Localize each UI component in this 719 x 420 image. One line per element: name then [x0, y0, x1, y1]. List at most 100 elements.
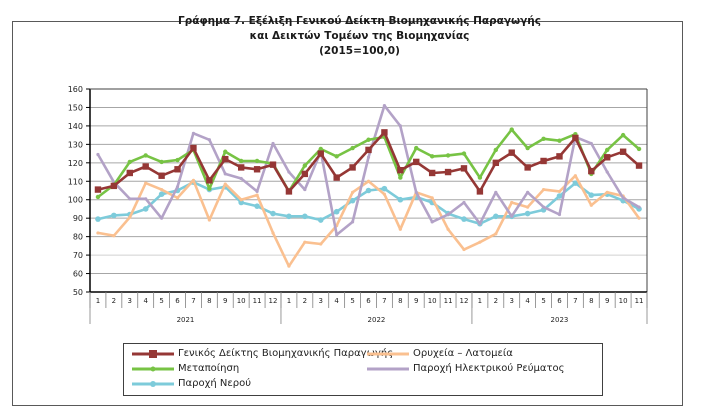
data-point: [572, 180, 579, 186]
data-point: [637, 216, 641, 220]
data-point: [333, 174, 340, 181]
x-tick-label: 6: [175, 297, 180, 305]
y-tick-label: 130: [68, 140, 83, 149]
x-tick-label: 3: [509, 297, 513, 305]
data-point: [271, 231, 275, 235]
data-point: [541, 187, 546, 192]
data-point: [477, 175, 483, 180]
data-point: [190, 144, 197, 152]
data-point: [381, 185, 388, 192]
data-point: [96, 152, 100, 157]
chart-title-line-1: Γράφημα 7. Εξέλιξη Γενικού Δείκτη Βιομηχ…: [178, 15, 541, 27]
x-tick-label: 9: [414, 297, 418, 305]
data-point: [271, 141, 275, 146]
data-point: [303, 240, 307, 244]
data-point: [350, 220, 355, 224]
data-point: [446, 227, 450, 231]
data-point: [381, 129, 388, 136]
data-point: [254, 158, 260, 164]
x-tick-label: 6: [557, 297, 562, 305]
data-point: [238, 199, 244, 206]
data-point: [366, 179, 371, 183]
data-point: [158, 172, 165, 179]
data-point: [461, 216, 467, 222]
data-point: [127, 159, 132, 165]
data-point: [350, 145, 355, 151]
y-tick-label: 160: [68, 85, 83, 94]
legend-label-electricity: Παροχή Ηλεκτρικού Ρεύματος: [413, 363, 565, 374]
data-point: [589, 203, 593, 207]
chart-frame: [12, 21, 683, 406]
data-point: [269, 161, 277, 168]
x-tick-label: 3: [128, 297, 132, 305]
data-point: [223, 172, 227, 176]
x-tick-label: 5: [159, 297, 163, 305]
x-tick-label: 2: [112, 297, 116, 305]
data-point: [317, 217, 324, 223]
data-point: [605, 190, 609, 194]
y-tick-label: 50: [73, 288, 83, 297]
data-point: [540, 157, 547, 165]
x-tick-label: 10: [237, 297, 246, 305]
data-point: [175, 157, 180, 163]
data-point: [95, 194, 101, 200]
legend-label-mining: Ορυχεία – Λατομεία: [413, 348, 513, 359]
legend-label-general-index: Γενικός Δείκτης Βιομηχανικής Παραγωγής: [178, 348, 394, 359]
data-point: [588, 167, 595, 175]
data-point: [287, 170, 291, 174]
data-point: [605, 147, 610, 153]
data-point: [446, 212, 450, 217]
data-point: [175, 185, 180, 189]
data-point: [255, 193, 259, 197]
chart-legend: Γενικός Δείκτης Βιομηχανικής Παραγωγής Ο…: [123, 343, 603, 396]
data-point: [333, 208, 340, 215]
data-point: [460, 165, 468, 172]
data-point: [303, 187, 307, 192]
data-point: [621, 196, 625, 200]
x-tick-label: 11: [635, 297, 644, 305]
x-tick-label: 11: [444, 297, 453, 305]
data-point: [397, 196, 404, 203]
data-point: [94, 186, 102, 193]
group-label: 2023: [551, 316, 569, 324]
data-point: [382, 104, 387, 108]
data-point: [144, 181, 148, 185]
data-point: [398, 227, 402, 231]
data-point: [556, 153, 563, 160]
x-tick-label: 6: [366, 297, 371, 305]
data-point: [557, 138, 562, 143]
data-point: [255, 189, 259, 194]
data-point: [206, 177, 213, 184]
x-tick-label: 4: [334, 297, 339, 305]
data-point: [349, 164, 356, 171]
data-point: [128, 197, 132, 201]
data-point: [143, 153, 148, 158]
data-point: [492, 159, 500, 167]
data-point: [382, 192, 387, 196]
data-point: [302, 213, 308, 220]
data-point: [524, 164, 531, 171]
series-1: [96, 174, 641, 268]
data-point: [444, 168, 452, 176]
x-tick-label: 1: [96, 297, 100, 305]
data-point: [142, 206, 149, 212]
legend-item-mining: Ορυχεία – Λατομεία: [365, 348, 513, 359]
data-point: [253, 166, 261, 173]
data-point: [541, 205, 546, 209]
legend-label-manufacturing: Μεταποίηση: [178, 363, 240, 374]
data-point: [397, 167, 404, 174]
y-tick-label: 60: [73, 270, 83, 279]
data-point: [445, 153, 451, 158]
data-point: [398, 175, 403, 180]
data-point: [508, 149, 515, 156]
data-point: [461, 151, 467, 156]
data-point: [207, 218, 211, 222]
x-tick-label: 8: [207, 297, 211, 305]
data-point: [223, 149, 228, 154]
data-point: [494, 232, 498, 236]
data-point: [270, 210, 276, 217]
data-point: [112, 234, 116, 238]
data-point: [319, 242, 323, 246]
x-tick-label: 7: [573, 297, 577, 305]
legend-swatch-general-index: [132, 349, 174, 358]
